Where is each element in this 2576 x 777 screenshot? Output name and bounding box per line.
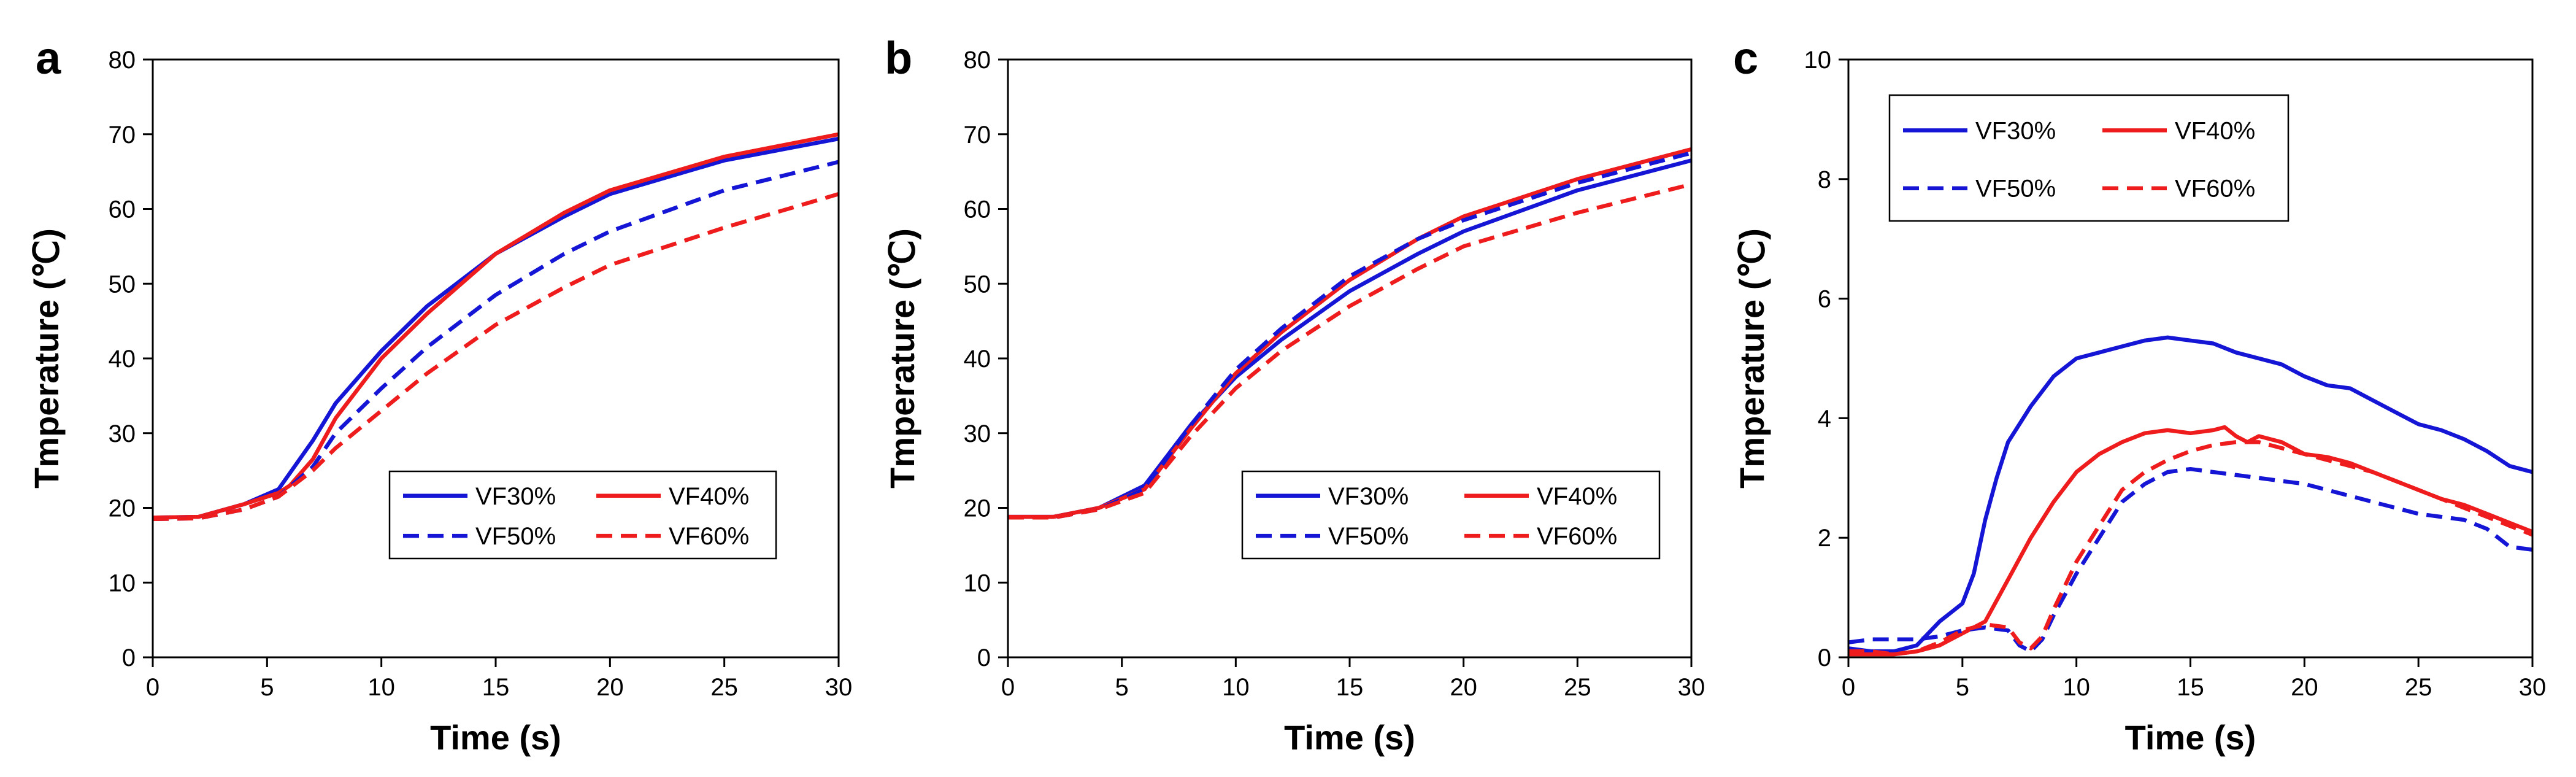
x-axis-label: Time (s) xyxy=(2125,718,2256,757)
y-tick-label: 2 xyxy=(1818,525,1831,552)
x-tick-label: 10 xyxy=(2063,674,2090,701)
y-tick-label: 0 xyxy=(1818,644,1831,671)
legend: VF30% VF40% VF50% VF60% xyxy=(1888,94,2290,222)
y-tick-label: 80 xyxy=(964,47,991,74)
y-tick-label: 30 xyxy=(109,420,136,447)
legend-label: VF60% xyxy=(669,523,749,550)
x-tick-label: 10 xyxy=(1222,674,1250,701)
y-tick-label: 10 xyxy=(1804,47,1832,74)
panel-label: a xyxy=(36,33,61,83)
legend-label: VF40% xyxy=(1537,483,1617,510)
x-tick-label: 20 xyxy=(2291,674,2318,701)
y-tick-label: 0 xyxy=(122,644,136,671)
series-line-vf60pct xyxy=(1848,440,2532,657)
x-tick-label: 25 xyxy=(710,674,738,701)
y-tick-label: 40 xyxy=(109,346,136,373)
x-tick-label: 10 xyxy=(367,674,395,701)
x-tick-label: 25 xyxy=(1564,674,1591,701)
x-tick-label: 5 xyxy=(260,674,274,701)
series-line-vf60pct xyxy=(153,191,839,522)
legend-label: VF50% xyxy=(1975,176,2056,203)
legend-box xyxy=(1241,470,1661,560)
plot-frame xyxy=(152,58,840,659)
y-tick-label: 50 xyxy=(964,271,991,298)
y-axis-label: Tmperature (℃) xyxy=(1732,228,1771,489)
y-tick-label: 70 xyxy=(109,122,136,149)
chart-panel-b: b 0 5 10 15 20 25 30 0 10 20 30 40 50 60 70 80 Time (s) Tm… xyxy=(883,33,1705,757)
legend-label: VF30% xyxy=(475,483,556,510)
series-line-vf40pct xyxy=(1008,147,1691,519)
x-tick-label: 20 xyxy=(1450,674,1477,701)
x-tick-label: 5 xyxy=(1115,674,1129,701)
x-tick-label: 25 xyxy=(2405,674,2432,701)
series-line-vf30pct xyxy=(1008,158,1691,519)
y-tick-label: 10 xyxy=(109,570,136,597)
series-line-vf30pct xyxy=(153,136,839,520)
legend: VF30% VF40% VF50% VF60% xyxy=(1241,470,1661,560)
y-tick-label: 30 xyxy=(964,420,991,447)
legend-label: VF30% xyxy=(1975,117,2056,144)
chart-panel-a: a 0 5 10 15 20 25 30 0 10 20 30 40 50 60 70 80 Time (s) Tm… xyxy=(27,33,852,757)
legend-label: VF30% xyxy=(1328,483,1409,510)
series-line-vf50pct xyxy=(1008,151,1691,520)
y-tick-label: 10 xyxy=(964,570,991,597)
y-tick-label: 0 xyxy=(977,644,991,671)
x-tick-label: 20 xyxy=(596,674,624,701)
legend-box xyxy=(1888,94,2290,222)
x-tick-label: 15 xyxy=(482,674,510,701)
legend-label: VF40% xyxy=(669,483,749,510)
y-axis-label: Tmperature (℃) xyxy=(27,228,66,489)
y-axis-label: Tmperature (℃) xyxy=(883,228,921,489)
x-tick-label: 0 xyxy=(146,674,160,701)
x-tick-label: 30 xyxy=(825,674,853,701)
y-tick-label: 20 xyxy=(964,495,991,522)
y-tick-label: 60 xyxy=(109,196,136,223)
panel-label: b xyxy=(885,33,912,83)
x-tick-label: 30 xyxy=(1678,674,1705,701)
y-tick-label: 6 xyxy=(1818,286,1831,313)
series-line-vf60pct xyxy=(1008,182,1691,520)
legend-box xyxy=(388,470,777,560)
legend-label: VF50% xyxy=(475,523,556,550)
x-tick-label: 0 xyxy=(1842,674,1855,701)
plot-frame xyxy=(1007,58,1693,659)
x-axis-label: Time (s) xyxy=(430,718,561,757)
x-tick-label: 0 xyxy=(1001,674,1015,701)
y-tick-label: 40 xyxy=(964,346,991,373)
y-tick-label: 80 xyxy=(109,47,136,74)
series-line-vf50pct xyxy=(153,160,839,522)
series-line-vf40pct xyxy=(1848,425,2532,657)
legend-label: VF40% xyxy=(2175,117,2255,144)
y-tick-label: 50 xyxy=(109,271,136,298)
y-tick-label: 70 xyxy=(964,122,991,149)
x-tick-label: 15 xyxy=(2177,674,2204,701)
x-tick-label: 5 xyxy=(1956,674,1969,701)
legend-label: VF60% xyxy=(2175,176,2255,203)
panel-label: c xyxy=(1733,33,1758,83)
y-tick-label: 4 xyxy=(1818,405,1831,432)
x-axis-label: Time (s) xyxy=(1284,718,1415,757)
y-tick-label: 8 xyxy=(1818,166,1831,193)
series-line-vf30pct xyxy=(1848,335,2532,654)
x-tick-label: 15 xyxy=(1336,674,1364,701)
series-line-vf40pct xyxy=(153,132,839,520)
legend-label: VF50% xyxy=(1328,523,1409,550)
y-tick-label: 60 xyxy=(964,196,991,223)
legend: VF30% VF40% VF50% VF60% xyxy=(388,470,777,560)
x-tick-label: 30 xyxy=(2519,674,2547,701)
y-tick-label: 20 xyxy=(109,495,136,522)
chart-panel-c: c 0 5 10 15 20 25 30 0 2 4 6 8 10 Time (s) Tmperature (… xyxy=(1732,33,2546,757)
legend-label: VF60% xyxy=(1537,523,1617,550)
